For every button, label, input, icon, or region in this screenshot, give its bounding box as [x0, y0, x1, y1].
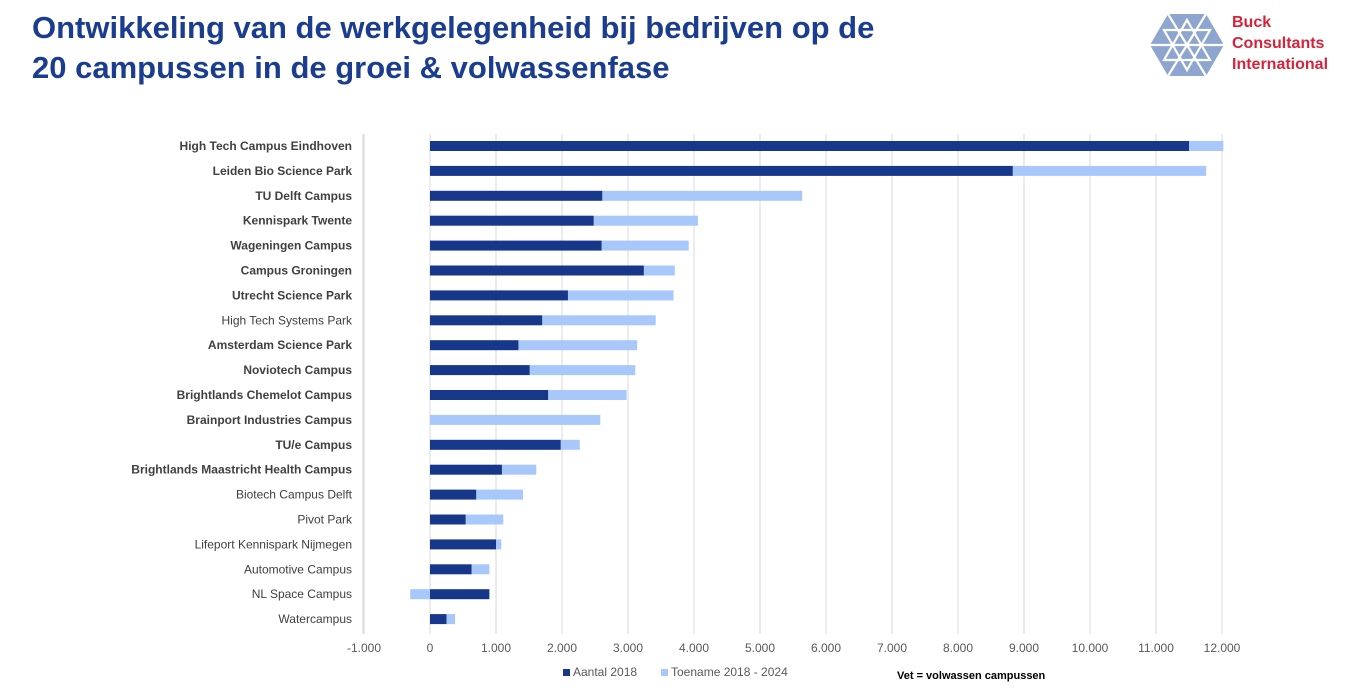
bar-aantal-2018 — [430, 340, 519, 351]
bar-aantal-2018 — [430, 315, 543, 326]
category-label: Brainport Industries Campus — [187, 413, 353, 427]
bar-toename — [548, 390, 627, 400]
x-tick-label: 1.000 — [481, 641, 511, 655]
x-tick-label: 6.000 — [811, 641, 841, 655]
bar-toename — [430, 414, 601, 425]
bar-aantal-2018 — [430, 614, 447, 625]
category-label: Wageningen Campus — [230, 239, 352, 253]
category-label: High Tech Campus Eindhoven — [180, 139, 352, 153]
bar-aantal-2018 — [430, 464, 502, 475]
legend-label-aantal: Aantal 2018 — [573, 665, 637, 679]
bar-aantal-2018 — [430, 240, 602, 251]
bar-toename — [465, 514, 504, 525]
footnote: Vet = volwassen campussen — [897, 670, 1046, 682]
bar-toename — [446, 614, 456, 625]
bar-toename — [1189, 141, 1224, 151]
category-label: High Tech Systems Park — [222, 313, 353, 327]
category-label: TU Delft Campus — [255, 189, 352, 203]
category-label: Watercampus — [278, 612, 352, 626]
x-tick-label: 7.000 — [877, 641, 907, 655]
bar-toename — [476, 489, 524, 500]
category-label: Brightlands Chemelot Campus — [177, 388, 353, 402]
bar-toename — [560, 439, 580, 450]
bar-aantal-2018 — [430, 589, 490, 600]
logo-line-2: Consultants — [1232, 35, 1325, 52]
category-label: Biotech Campus Delft — [236, 488, 353, 502]
x-tick-label: 10.000 — [1072, 641, 1109, 655]
x-tick-label: 2.000 — [547, 641, 577, 655]
bar-aantal-2018 — [430, 439, 561, 450]
legend-swatch-toename — [661, 669, 668, 676]
bar-toename — [501, 464, 537, 475]
category-label: NL Space Campus — [252, 587, 352, 601]
company-logo: Buck Consultants International — [1150, 12, 1365, 82]
category-label: TU/e Campus — [275, 438, 352, 452]
bar-aantal-2018 — [430, 290, 568, 301]
bar-toename — [529, 365, 636, 376]
bar-toename — [471, 564, 490, 575]
logo-emblem-icon — [1150, 13, 1224, 77]
legend-swatch-aantal — [563, 669, 570, 676]
bar-aantal-2018 — [430, 489, 477, 500]
page-title-line2: 20 campussen in de groei & volwassenfase — [32, 50, 670, 85]
bar-aantal-2018 — [430, 190, 603, 201]
bar-aantal-2018 — [430, 564, 472, 575]
x-tick-label: 9.000 — [1009, 641, 1039, 655]
bar-toename — [496, 539, 502, 550]
bar-aantal-2018 — [430, 514, 466, 525]
x-tick-label: 5.000 — [745, 641, 775, 655]
bar-toename — [542, 315, 656, 326]
x-tick-label: 8.000 — [943, 641, 973, 655]
bar-toename — [1012, 165, 1207, 176]
bar-aantal-2018 — [430, 539, 496, 550]
bar-toename — [410, 589, 430, 600]
bar-aantal-2018 — [430, 165, 1013, 176]
x-tick-label: 4.000 — [679, 641, 709, 655]
x-tick-label: 3.000 — [613, 641, 643, 655]
bar-toename — [593, 215, 698, 226]
category-label: Pivot Park — [297, 513, 353, 527]
category-label: Leiden Bio Science Park — [213, 164, 353, 178]
x-tick-label: 0 — [427, 641, 434, 655]
logo-line-1: Buck — [1232, 14, 1272, 31]
bar-aantal-2018 — [430, 215, 594, 226]
bar-aantal-2018 — [430, 390, 549, 400]
x-tick-label: 12.000 — [1204, 641, 1241, 655]
bar-toename — [601, 240, 689, 251]
bar-aantal-2018 — [430, 265, 644, 276]
category-label: Campus Groningen — [241, 264, 352, 278]
bar-toename — [518, 340, 638, 351]
category-label: Automotive Campus — [244, 562, 352, 576]
category-label: Amsterdam Science Park — [208, 338, 352, 352]
category-label: Noviotech Campus — [243, 363, 352, 377]
bar-aantal-2018 — [430, 365, 530, 376]
bar-toename — [567, 290, 674, 301]
category-label: Brightlands Maastricht Health Campus — [131, 463, 352, 477]
logo-line-3: International — [1232, 56, 1329, 73]
bar-aantal-2018 — [430, 141, 1189, 151]
page-title-line1: Ontwikkeling van de werkgelegenheid bij … — [32, 10, 875, 45]
logo-wordmark: Buck Consultants International — [1232, 12, 1328, 75]
page-title: Ontwikkeling van de werkgelegenheid bij … — [32, 8, 1112, 88]
legend-label-toename: Toename 2018 - 2024 — [671, 665, 788, 679]
x-tick-label: -1.000 — [347, 641, 381, 655]
bar-toename — [602, 190, 803, 201]
x-tick-label: 11.000 — [1138, 641, 1174, 655]
category-label: Utrecht Science Park — [232, 288, 352, 302]
category-label: Lifeport Kennispark Nijmegen — [195, 537, 352, 551]
category-label: Kennispark Twente — [243, 214, 352, 228]
bar-toename — [643, 265, 675, 276]
